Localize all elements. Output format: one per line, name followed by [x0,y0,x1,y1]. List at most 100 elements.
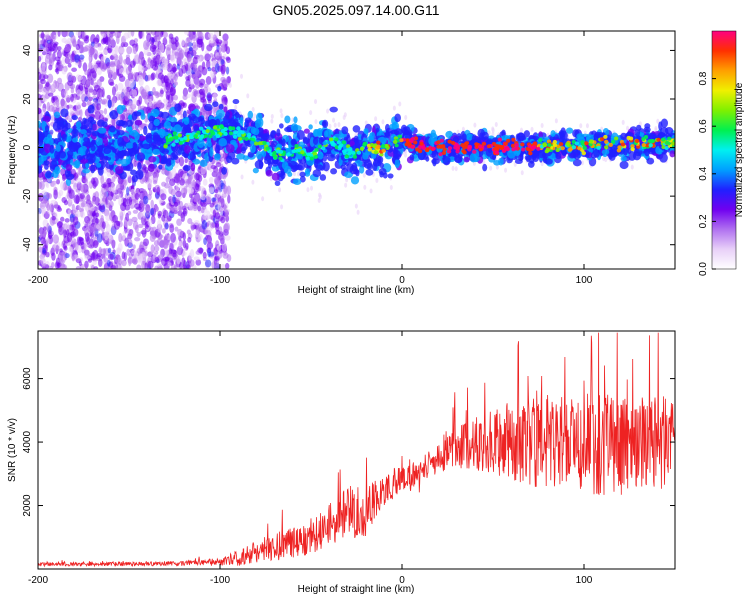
heatmap-cell [61,37,68,43]
heatmap-cell [84,96,89,103]
heatmap-cell [626,125,630,131]
heatmap-cell [164,222,169,230]
heatmap-cell [180,187,188,197]
heatmap-cell [215,161,222,168]
heatmap-cell [196,195,201,201]
heatmap-cell [61,67,67,75]
heatmap-cell [66,72,73,82]
heatmap-cell [75,258,82,264]
heatmap-cell [105,203,112,208]
heatmap-cell [92,240,99,249]
heatmap-cell [200,202,208,207]
heatmap-cell [218,51,222,62]
heatmap-cell [175,190,182,198]
heatmap-cell [317,197,321,203]
heatmap-cell [124,220,129,228]
heatmap-cell [329,106,338,113]
heatmap-cell [75,177,82,184]
heatmap-cell [115,183,122,194]
heatmap-cell [49,129,54,135]
heatmap-cell [214,63,220,73]
heatmap-cell [181,257,186,266]
heatmap-cell [151,72,156,80]
heatmap-cell [137,162,142,171]
heatmap-cell [185,37,191,47]
heatmap-cell [75,31,82,36]
heatmap-cell [171,167,177,178]
heatmap-cell [59,248,63,253]
heatmap-cell [178,156,185,167]
heatmap-cell [90,224,97,235]
heatmap-cell [121,259,127,267]
heatmap-cell [208,176,214,184]
heatmap-cell [183,165,191,172]
heatmap-cell [103,108,108,115]
heatmap-cell [404,152,408,158]
heatmap-cell [212,106,216,115]
heatmap-cell [46,236,50,246]
heatmap-cell [188,201,195,212]
heatmap-cell [279,108,283,114]
heatmap-cell [461,126,465,132]
heatmap-cell [159,43,165,53]
heatmap-cell [85,79,90,88]
heatmap-cell [80,183,87,194]
heatmap-cell [166,215,172,222]
heatmap-cell [165,90,171,100]
heatmap-cell [222,45,226,53]
heatmap-cell [67,79,74,86]
heatmap-cell [193,256,200,261]
heatmap-cell [38,120,42,128]
heatmap-cell [82,117,87,125]
heatmap-cell [160,193,167,201]
heatmap-cell [197,247,204,254]
heatmap-cell [138,31,143,40]
heatmap-cell [109,81,115,87]
heatmap-cell [319,174,327,181]
heatmap-cell [136,231,141,237]
heatmap-cell [87,209,93,217]
heatmap-cell [210,221,216,229]
heatmap-cell [96,233,103,243]
heatmap-cell [90,34,96,44]
heatmap-cell [126,248,131,256]
heatmap-cell [660,118,669,128]
heatmap-cell [308,124,313,130]
heatmap-cell [186,93,191,99]
heatmap-cell [84,260,89,269]
heatmap-cell [195,80,200,89]
heatmap-cell [321,119,329,129]
heatmap-cell [188,83,195,90]
heatmap-cell [270,118,274,124]
heatmap-cell [140,230,147,235]
heatmap-cell [84,69,90,76]
heatmap-cell [187,53,192,62]
heatmap-cell [192,31,196,36]
heatmap-cell [318,194,322,200]
heatmap-cell [55,245,60,252]
heatmap-cell [216,244,222,251]
heatmap-cell [43,197,47,204]
heatmap-cell [50,115,55,122]
heatmap-cell [177,228,183,237]
heatmap-cell [197,56,202,64]
heatmap-cell [77,75,83,81]
heatmap-cell [81,47,85,53]
heatmap-cell [55,98,60,107]
heatmap-cell [162,256,170,262]
heatmap-cell [76,89,82,97]
heatmap-cell [314,119,318,125]
heatmap-cell [132,220,139,230]
heatmap-cell [79,109,83,118]
heatmap-cell [38,71,42,81]
heatmap-cell [162,209,169,219]
heatmap-cell [60,48,64,53]
heatmap-cell [149,233,156,243]
heatmap-cell [100,204,105,211]
heatmap-cell [64,46,70,53]
heatmap-cell [167,71,172,77]
heatmap-cell [38,192,44,202]
heatmap-cell [168,185,173,195]
heatmap-cell [343,112,347,118]
heatmap-cell [176,255,181,265]
